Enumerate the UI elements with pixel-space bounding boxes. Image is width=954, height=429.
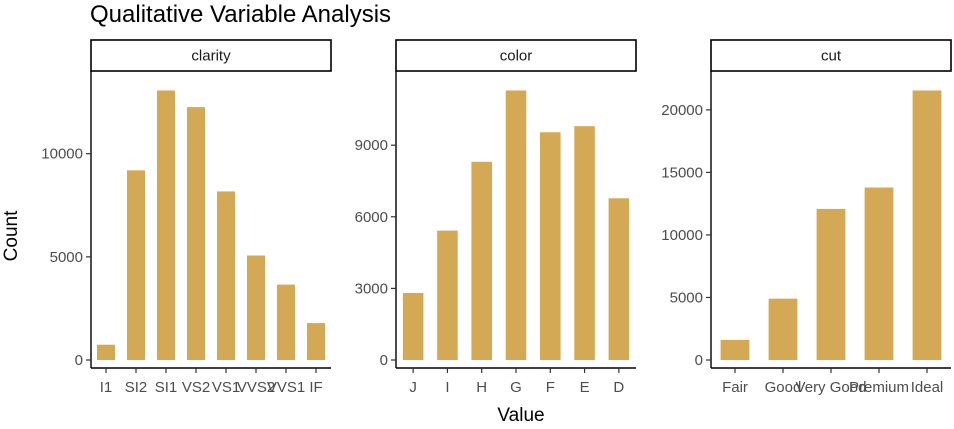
panel-strip-label: clarity [191,48,231,65]
x-tick-label: H [476,379,487,396]
x-axis-title: Value [497,405,544,424]
panel-strip [90,39,332,72]
bar-clarity-vs2 [187,107,205,360]
x-tick-label: J [409,379,417,396]
y-tick-label: 10000 [41,146,83,163]
bar-clarity-i1 [97,344,115,360]
x-tick-label: I [445,379,449,396]
bar-clarity-vs1 [217,191,235,360]
y-tick-label: 5000 [50,249,83,266]
x-tick-label: E [580,379,590,396]
x-tick-label: Fair [722,379,748,396]
bar-clarity-vvs1 [277,284,295,360]
x-tick-label: VVS1 [267,379,305,396]
y-tick-label: 20000 [661,102,703,119]
y-tick-label: 15000 [661,164,703,181]
x-tick-label: Good [765,379,802,396]
panel-strip [395,39,637,72]
y-tick-label: 0 [695,352,703,369]
x-tick-label: IF [309,379,322,396]
x-tick-label: Ideal [911,379,944,396]
x-tick-label: Premium [849,379,909,396]
bar-color-h [471,161,492,360]
x-tick-label: VVS2 [237,379,275,396]
chart-title: Qualitative Variable Analysis [90,1,391,28]
panel-color: color 0 3000 6000 9000 J I H G F E D [355,39,637,396]
bar-color-e [574,126,595,361]
bar-clarity-si2 [127,170,145,360]
bar-cut-fair [720,339,750,360]
bar-color-g [505,90,527,360]
bar-color-d [608,198,630,360]
x-tick-label: G [510,379,522,396]
bar-clarity-si1 [157,90,175,360]
panel-strip-label: color [500,48,533,65]
y-tick-label: 0 [380,352,388,369]
x-tick-label: D [613,379,624,396]
bar-cut-premium [864,187,894,360]
y-tick-label: 9000 [355,137,388,154]
x-tick-label: SI1 [155,379,178,396]
x-tick-label: SI2 [125,379,148,396]
y-axis-title: Count [1,210,22,261]
bar-cut-very-good [816,208,846,360]
x-tick-label: VS1 [212,379,240,396]
bar-color-i [437,230,458,360]
x-tick-label: I1 [100,379,113,396]
y-tick-label: 0 [75,352,83,369]
bar-cut-good [768,298,798,360]
panel-strip [710,39,952,72]
bar-color-f [540,132,561,360]
bar-color-j [402,292,424,360]
y-tick-label: 10000 [661,227,703,244]
x-tick-label: VS2 [182,379,210,396]
bar-clarity-if [307,323,325,360]
y-tick-label: 6000 [355,209,388,226]
x-tick-label: Very Good [796,379,867,396]
bar-clarity-vvs2 [247,255,265,360]
panel-strip-label: cut [821,48,842,65]
y-tick-label: 5000 [670,289,703,306]
bar-cut-ideal [912,90,942,360]
x-tick-label: F [546,379,555,396]
y-tick-label: 3000 [355,280,388,297]
